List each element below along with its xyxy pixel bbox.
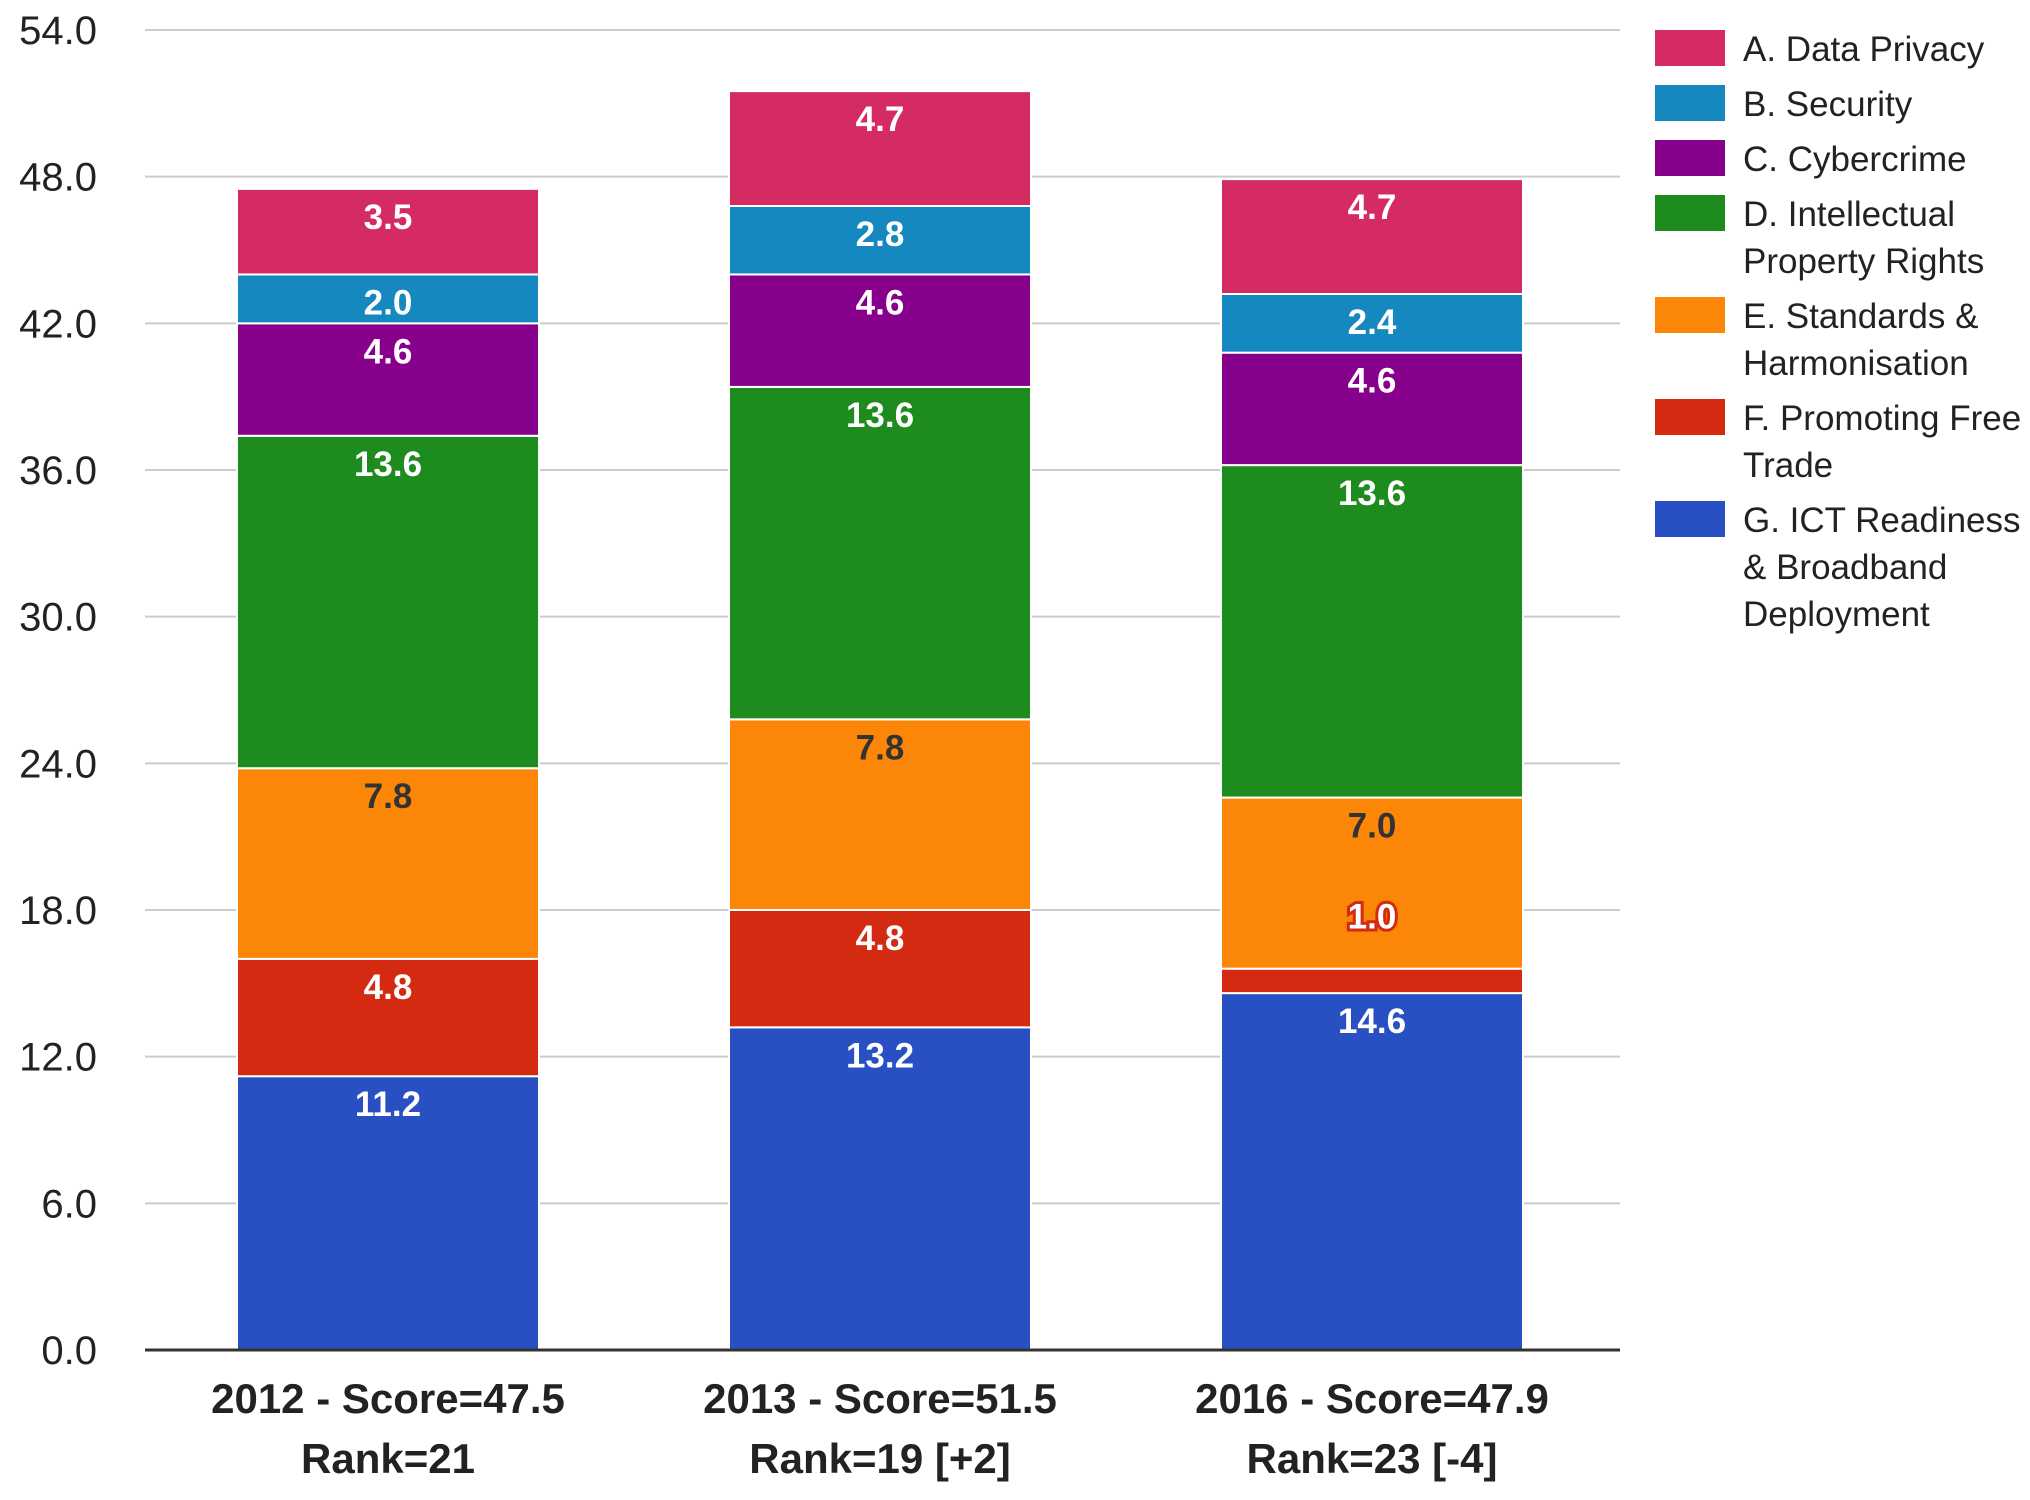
segment-data-label: 13.2 [846,1036,914,1075]
segment-data-label: 2.0 [364,283,413,322]
segment-data-label: 7.8 [364,777,413,816]
bar-segment [1220,796,1524,970]
bar-segment [236,1075,540,1351]
segment-data-label: 4.6 [1348,362,1397,401]
segment-data-label: 7.0 [1348,807,1397,846]
bar-segment [1220,351,1524,467]
bar-segment [728,273,1032,388]
legend-swatch [1655,140,1725,176]
segment-data-label: 4.7 [856,100,905,139]
bar-segment [1220,178,1524,295]
bar-segment [728,385,1032,721]
legend-label: G. ICT Readiness [1743,501,2021,540]
segment-data-label: 11.2 [355,1085,421,1124]
y-tick-label: 48.0 [19,156,97,200]
bar-segment [236,767,540,960]
legend-label: Deployment [1743,595,1930,634]
y-tick-label: 30.0 [19,596,97,640]
x-category-label: Rank=23 [-4] [1247,1435,1498,1482]
legend-label: D. Intellectual [1743,195,1955,234]
segment-data-label: 13.6 [354,445,422,484]
x-category-label: 2012 - Score=47.5 [211,1375,565,1422]
segment-data-labels: 11.2 4.8 7.8 13.6 4.6 2.0 3.5 13.2 4.8 7.8 13.6 4.6… [354,100,1406,1124]
x-category-label: Rank=19 [+2] [749,1435,1010,1482]
bar-segment [728,205,1032,276]
bar-segment [1220,293,1524,354]
x-category-label: 2016 - Score=47.9 [1195,1375,1549,1422]
legend-label: E. Standards & [1743,297,1978,336]
bar-segment [1220,464,1524,799]
segment-data-label: 4.8 [856,919,905,958]
legend-label: & Broadband [1743,548,1947,587]
segment-data-label: 4.7 [1348,188,1397,227]
y-tick-label: 18.0 [19,889,97,933]
legend: A. Data Privacy B. Security C. Cybercrime D… [1655,30,2021,634]
segment-data-label: 3.5 [364,198,413,237]
legend-item: G. ICT Readiness & Broadband Deployment [1655,501,2021,634]
legend-swatch [1655,195,1725,231]
bar-segment [236,957,540,1078]
y-tick-label: 6.0 [41,1182,97,1226]
y-axis-tick-labels: 0.0 6.0 12.0 18.0 24.0 30.0 36.0 42.0 48.0 54.0 [19,9,97,1373]
segment-data-label: 2.4 [1348,303,1397,342]
x-axis-category-labels: 2012 - Score=47.5 Rank=21 2013 - Score=51.… [211,1375,1549,1482]
y-tick-label: 0.0 [41,1329,97,1373]
bar-segment [728,1026,1032,1352]
segment-data-label: 4.6 [364,332,413,371]
bar-segment [1220,967,1524,995]
segment-data-label: 13.6 [1338,474,1406,513]
x-category-label: 2013 - Score=51.5 [703,1375,1057,1422]
y-tick-label: 54.0 [19,9,97,53]
legend-swatch [1655,501,1725,537]
legend-label: Trade [1743,446,1833,485]
legend-item: E. Standards & Harmonisation [1655,297,1978,383]
legend-item: A. Data Privacy [1655,30,1985,69]
segment-data-label: 1.0 [1348,898,1397,937]
legend-item: F. Promoting Free Trade [1655,399,2021,485]
legend-swatch [1655,399,1725,435]
segment-data-label: 14.6 [1338,1002,1406,1041]
bar-segment [728,718,1032,911]
segment-data-label: 4.8 [364,968,413,1007]
legend-label: C. Cybercrime [1743,140,1967,179]
bar-segment [236,434,540,770]
bar-segment [236,187,540,276]
y-tick-label: 12.0 [19,1036,97,1080]
legend-label: A. Data Privacy [1743,30,1985,69]
legend-label: F. Promoting Free [1743,399,2021,438]
legend-swatch [1655,297,1725,333]
legend-label: B. Security [1743,85,1913,124]
bar-segment [236,322,540,437]
segment-data-label: 13.6 [846,396,914,435]
legend-swatch [1655,85,1725,121]
segment-data-label: 7.8 [856,728,905,767]
legend-label: Harmonisation [1743,344,1969,383]
legend-item: B. Security [1655,85,1913,124]
y-tick-label: 42.0 [19,302,97,346]
legend-item: D. Intellectual Property Rights [1655,195,1984,281]
y-tick-label: 24.0 [19,742,97,786]
legend-swatch [1655,30,1725,66]
x-category-label: Rank=21 [301,1435,475,1482]
bar-segment [1220,992,1524,1351]
bar-segments [236,90,1524,1352]
y-tick-label: 36.0 [19,449,97,493]
legend-label: Property Rights [1743,242,1984,281]
bar-segment [728,90,1032,207]
segment-data-label: 2.8 [856,215,905,254]
segment-data-label: 4.6 [856,283,905,322]
legend-item: C. Cybercrime [1655,140,1967,179]
